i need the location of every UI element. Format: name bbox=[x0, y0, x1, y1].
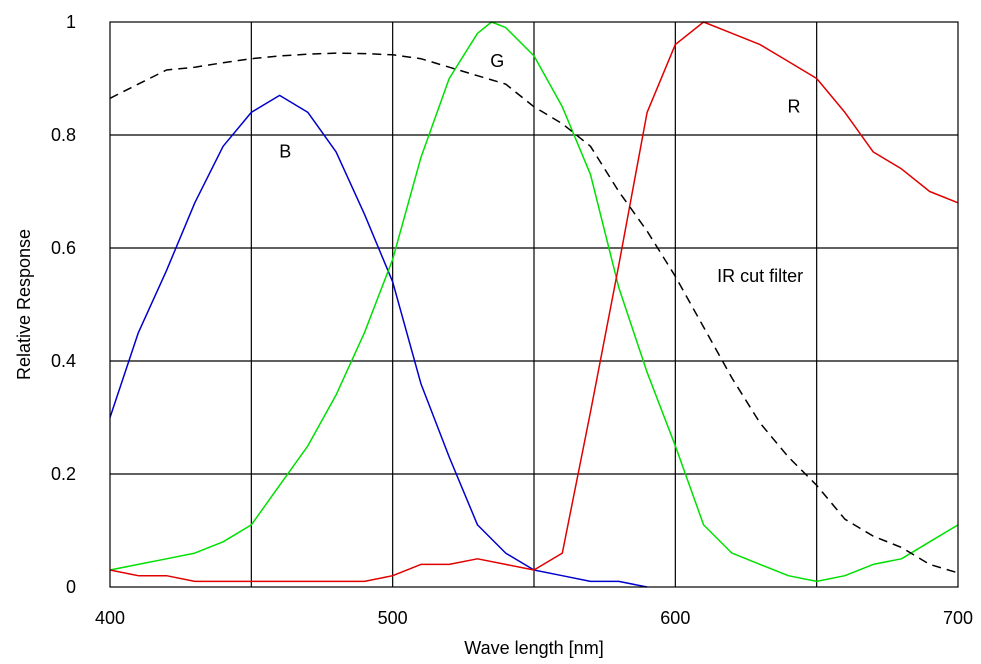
curve-annotation: G bbox=[490, 51, 504, 71]
plot-frame bbox=[109, 21, 959, 588]
series-line-ir bbox=[109, 52, 959, 574]
x-tick-label: 500 bbox=[378, 608, 408, 628]
gridlines bbox=[110, 22, 958, 587]
y-tick-label: 0 bbox=[66, 577, 76, 597]
curve-annotation: B bbox=[279, 142, 291, 162]
x-tick-label: 400 bbox=[95, 608, 125, 628]
curve-annotation: IR cut filter bbox=[717, 266, 803, 286]
series-line-green bbox=[109, 21, 959, 583]
series-line-red bbox=[109, 21, 959, 583]
x-axis-title: Wave length [nm] bbox=[464, 638, 603, 658]
y-axis-title: Relative Response bbox=[14, 229, 34, 380]
y-tick-label: 0.8 bbox=[51, 125, 76, 145]
x-tick-label: 600 bbox=[660, 608, 690, 628]
series-lines bbox=[109, 21, 959, 588]
annotations: B G R IR cut filter bbox=[279, 51, 803, 286]
y-tick-label: 0.4 bbox=[51, 351, 76, 371]
y-tick-label: 0.6 bbox=[51, 238, 76, 258]
x-tick-label: 700 bbox=[943, 608, 973, 628]
curve-annotation: R bbox=[788, 96, 801, 116]
series-line-blue bbox=[109, 94, 648, 588]
y-tick-labels: 0 0.2 0.4 0.6 0.8 1 bbox=[51, 12, 76, 597]
y-tick-label: 0.2 bbox=[51, 464, 76, 484]
y-tick-label: 1 bbox=[66, 12, 76, 32]
x-tick-labels: 400 500 600 700 bbox=[95, 608, 973, 628]
